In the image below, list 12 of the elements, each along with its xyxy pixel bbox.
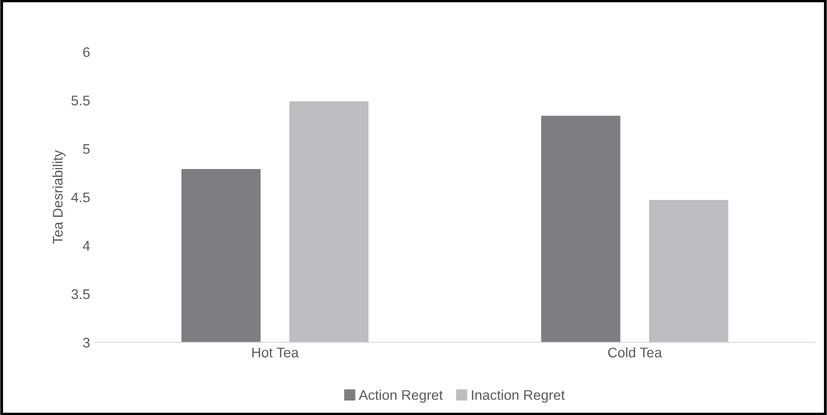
y-tick-label: 6 [83, 47, 90, 58]
y-tick-label: 5.5 [71, 96, 90, 106]
y-tick-label: 5 [83, 144, 90, 154]
legend-label: Action Regret [358, 390, 443, 403]
y-tick-label: 4.5 [71, 192, 90, 202]
x-tick-label: Hot Tea [252, 348, 299, 358]
legend-label: Inaction Regret [472, 390, 565, 403]
y-tick-label: 4 [82, 241, 90, 251]
y-tick-label: 3.5 [71, 289, 90, 300]
y-axis-title: Tea Desriability [52, 150, 66, 244]
x-tick-label: Cold Tea [608, 347, 662, 358]
y-tick-label: 3 [83, 338, 90, 348]
